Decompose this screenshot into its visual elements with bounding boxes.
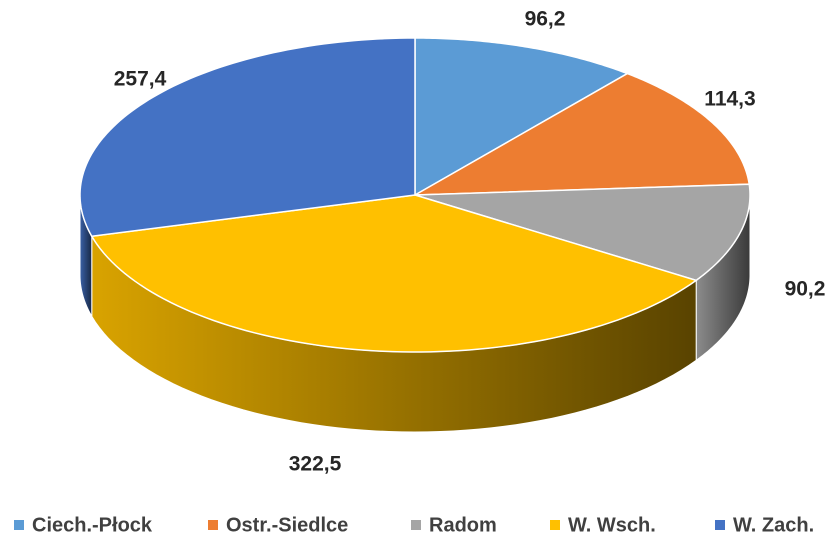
legend-swatch [550, 520, 560, 530]
legend-swatch [14, 520, 24, 530]
slice [414, 37, 630, 197]
legend-label: W. Zach. [733, 514, 814, 536]
legend-label: Radom [429, 514, 497, 536]
data-label: 257,4 [114, 68, 167, 91]
slice [414, 183, 751, 282]
legend-swatch [411, 520, 421, 530]
legend-label: Ciech.-Płock [32, 514, 153, 536]
data-label: 114,3 [704, 88, 755, 111]
legend-label: W. Wsch. [568, 514, 656, 536]
data-label: 96,2 [525, 8, 566, 31]
slice [414, 72, 751, 196]
data-label: 90,2 [785, 278, 826, 301]
slice [90, 194, 698, 353]
legend: Ciech.-Płock Ostr.-Siedlce Radom W. Wsch. W.… [14, 514, 814, 536]
legend-swatch [715, 520, 725, 530]
legend-swatch [208, 520, 218, 530]
slice [79, 37, 416, 238]
legend-label: Ostr.-Siedlce [226, 514, 348, 536]
data-label: 322,5 [289, 453, 342, 476]
